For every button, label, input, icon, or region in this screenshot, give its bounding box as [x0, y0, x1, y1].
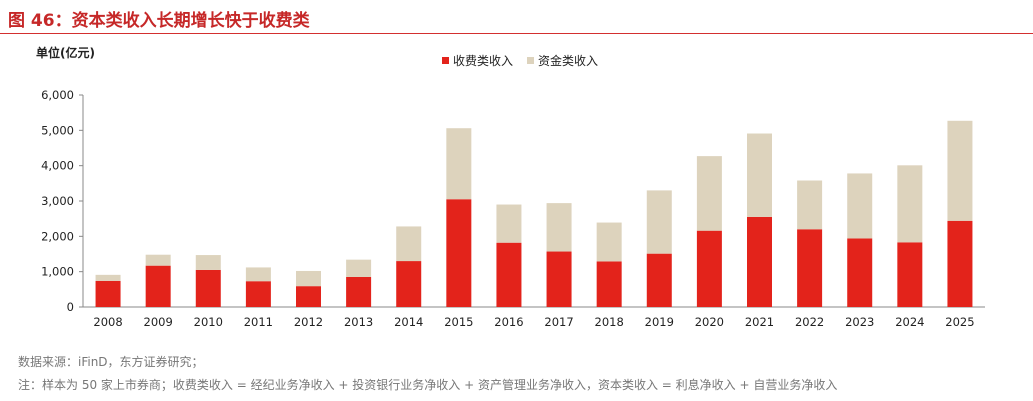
y-tick-label: 0	[67, 300, 74, 314]
x-tick-label: 2009	[144, 315, 173, 329]
x-tick-label: 2025	[945, 315, 974, 329]
bar-fee-income	[145, 265, 171, 307]
bar-fee-income	[396, 261, 422, 307]
y-axis-unit-label: 单位(亿元)	[36, 46, 95, 60]
x-tick-label: 2014	[394, 315, 423, 329]
y-tick-label: 5,000	[41, 123, 74, 137]
bar-capital-income	[546, 203, 572, 252]
x-tick-label: 2011	[244, 315, 273, 329]
bar-fee-income	[596, 261, 622, 307]
bar-capital-income	[446, 128, 472, 200]
bar-capital-income	[195, 255, 221, 270]
legend: 收费类收入 资金类收入	[442, 53, 598, 68]
bar-fee-income	[646, 253, 672, 307]
x-tick-label: 2017	[544, 315, 573, 329]
legend-swatch	[442, 57, 449, 64]
legend-label: 资金类收入	[538, 53, 598, 68]
x-tick-label: 2016	[494, 315, 523, 329]
bar-capital-income	[797, 180, 823, 230]
data-source-text: 数据来源：iFinD，东方证券研究；	[18, 355, 204, 369]
bar-fee-income	[947, 220, 973, 307]
x-tick-label: 2013	[344, 315, 373, 329]
bar-capital-income	[596, 222, 622, 262]
bar-fee-income	[296, 286, 321, 307]
x-tick-label: 2008	[93, 315, 122, 329]
x-tick-label: 2022	[795, 315, 824, 329]
bar-capital-income	[696, 156, 722, 231]
bar-fee-income	[797, 229, 823, 307]
bar-capital-income	[747, 133, 772, 217]
bar-capital-income	[346, 259, 372, 277]
y-tick-label: 6,000	[41, 88, 74, 102]
bar-fee-income	[747, 216, 772, 307]
x-tick-label: 2018	[595, 315, 624, 329]
bar-fee-income	[546, 251, 572, 307]
chart-title: 图 46：资本类收入长期增长快于收费类	[8, 11, 310, 31]
bar-fee-income	[245, 281, 271, 307]
bar-capital-income	[296, 270, 321, 287]
bar-capital-income	[396, 226, 422, 262]
y-tick-label: 1,000	[41, 265, 74, 279]
bar-fee-income	[847, 238, 873, 307]
y-tick-label: 3,000	[41, 194, 74, 208]
bar-capital-income	[897, 165, 923, 243]
bar-capital-income	[245, 267, 271, 282]
bar-fee-income	[496, 242, 522, 307]
bar-fee-income	[346, 276, 372, 307]
x-tick-label: 2012	[294, 315, 323, 329]
bar-fee-income	[897, 242, 923, 307]
x-tick-label: 2023	[845, 315, 874, 329]
x-tick-label: 2021	[745, 315, 774, 329]
bar-capital-income	[947, 120, 973, 221]
bars	[95, 120, 973, 307]
legend-label: 收费类收入	[453, 54, 513, 68]
bar-capital-income	[646, 190, 672, 254]
x-tick-label: 2024	[895, 315, 924, 329]
x-tick-label: 2010	[194, 315, 223, 329]
bar-fee-income	[95, 280, 121, 307]
footnote-text: 注：样本为 50 家上市券商；收费类收入 = 经纪业务净收入 + 投资银行业务净…	[18, 378, 838, 392]
y-tick-label: 2,000	[41, 229, 74, 243]
bar-fee-income	[195, 269, 221, 307]
bar-fee-income	[696, 230, 722, 307]
x-tick-label: 2020	[695, 315, 724, 329]
title-divider	[0, 33, 1033, 34]
x-axis: 2008 2009 2010 2011 2012 2013 2014 2015 2016 2017…	[83, 306, 985, 329]
bar-capital-income	[95, 274, 121, 281]
bar-capital-income	[145, 254, 171, 266]
legend-swatch	[527, 57, 534, 64]
bar-capital-income	[496, 204, 522, 243]
x-tick-label: 2015	[444, 315, 473, 329]
y-tick-label: 4,000	[41, 159, 74, 173]
x-tick-label: 2019	[645, 315, 674, 329]
bar-fee-income	[446, 199, 472, 307]
y-axis: 0 1,000 2,000 3,000 4,000 5,000 6,000	[41, 88, 84, 314]
bar-capital-income	[847, 173, 873, 239]
